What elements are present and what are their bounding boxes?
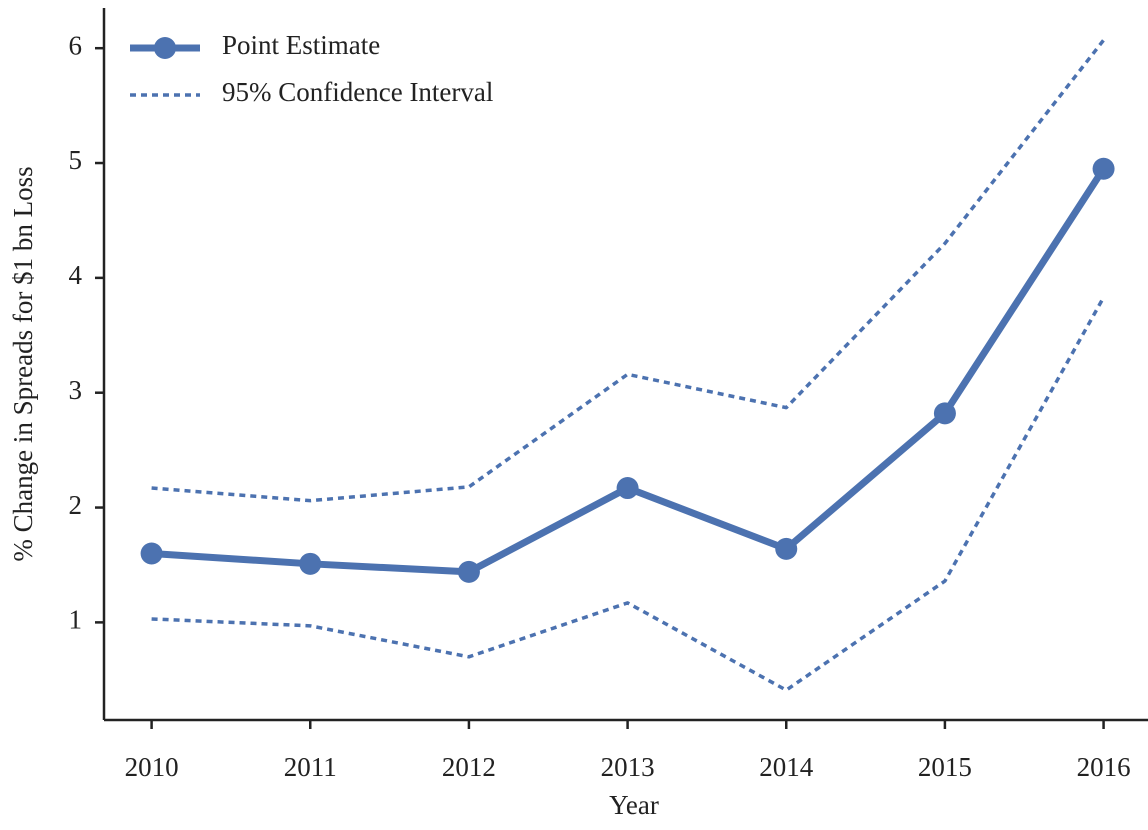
y-tick-label: 2 <box>69 490 83 520</box>
y-axis-label: % Change in Spreads for $1 bn Loss <box>8 166 38 561</box>
point-marker <box>775 537 798 560</box>
x-tick-label: 2016 <box>1077 752 1131 782</box>
x-tick-label: 2012 <box>442 752 496 782</box>
x-tick-label: 2013 <box>601 752 655 782</box>
y-tick-label: 4 <box>69 260 83 290</box>
legend-label: Point Estimate <box>222 30 380 60</box>
y-tick-label: 6 <box>69 30 83 60</box>
legend-marker <box>154 37 176 59</box>
y-tick-label: 1 <box>69 605 83 635</box>
x-tick-label: 2015 <box>918 752 972 782</box>
x-axis-label: Year <box>609 790 659 820</box>
y-tick-label: 3 <box>69 375 83 405</box>
y-tick-label: 5 <box>69 145 83 175</box>
ci-lower-line <box>151 296 1106 692</box>
x-tick-label: 2014 <box>759 752 814 782</box>
point-marker <box>616 477 639 500</box>
point-marker <box>299 552 322 575</box>
line <box>151 166 1107 576</box>
point-marker <box>1092 157 1115 180</box>
legend-label: 95% Confidence Interval <box>222 77 493 107</box>
x-tick-label: 2010 <box>125 752 179 782</box>
ci-upper-line <box>151 39 1105 503</box>
x-tick-label: 2011 <box>284 752 337 782</box>
point-marker <box>933 402 956 425</box>
point-marker <box>140 542 163 565</box>
point-marker <box>457 560 480 583</box>
